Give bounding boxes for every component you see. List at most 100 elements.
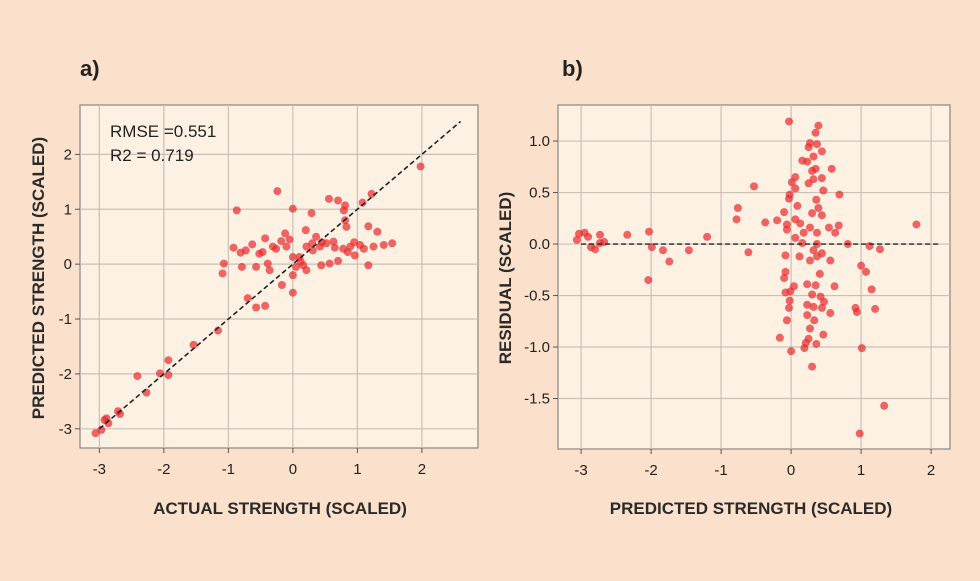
points-a bbox=[91, 162, 425, 438]
data-point bbox=[367, 189, 376, 198]
data-point bbox=[814, 121, 823, 130]
data-point bbox=[813, 228, 821, 237]
data-point bbox=[373, 227, 382, 236]
data-point bbox=[379, 240, 388, 249]
panel-label-a: a) bbox=[80, 56, 100, 81]
data-point bbox=[800, 344, 809, 353]
x-tick-label: -3 bbox=[574, 462, 587, 479]
data-point bbox=[750, 182, 758, 191]
data-point bbox=[258, 248, 267, 257]
data-point bbox=[164, 356, 173, 365]
data-point bbox=[817, 211, 826, 220]
data-point bbox=[871, 304, 880, 313]
data-point bbox=[786, 287, 795, 296]
data-point bbox=[285, 235, 294, 244]
x-tick-label: -3 bbox=[93, 461, 106, 478]
data-point bbox=[623, 230, 632, 239]
data-point bbox=[787, 347, 796, 356]
data-point bbox=[288, 288, 297, 297]
data-point bbox=[248, 240, 257, 249]
panel-b: b) -3 -2 -1 0 1 2 -1.5 -1.0 -0.5 0.0 0.5 1.0 PREDIC… bbox=[496, 56, 951, 518]
data-point bbox=[852, 308, 861, 317]
data-point bbox=[243, 294, 252, 303]
data-point bbox=[232, 206, 241, 215]
ticks-a: -3 -2 -1 0 1 2 -3 -2 -1 0 1 2 bbox=[59, 146, 426, 478]
data-point bbox=[785, 194, 793, 203]
data-point bbox=[369, 242, 378, 251]
data-point bbox=[855, 429, 864, 438]
data-point bbox=[808, 166, 817, 175]
data-point bbox=[189, 340, 198, 349]
data-point bbox=[317, 261, 326, 270]
data-point bbox=[308, 246, 317, 255]
data-point bbox=[164, 371, 173, 380]
data-point bbox=[867, 285, 876, 294]
data-point bbox=[312, 232, 321, 241]
x-tick-label: 2 bbox=[418, 461, 426, 478]
y-tick-label: -1.5 bbox=[524, 391, 550, 408]
data-point bbox=[296, 257, 305, 266]
data-point bbox=[334, 256, 343, 265]
data-point bbox=[782, 225, 791, 234]
grid-a bbox=[80, 105, 478, 448]
data-point bbox=[857, 344, 866, 353]
data-point bbox=[219, 259, 228, 268]
data-point bbox=[781, 267, 790, 276]
data-point bbox=[325, 259, 334, 268]
data-point bbox=[277, 237, 286, 246]
data-point bbox=[261, 301, 270, 310]
data-point bbox=[301, 226, 310, 235]
data-point bbox=[780, 274, 789, 283]
data-point bbox=[91, 429, 100, 438]
data-point bbox=[819, 330, 828, 339]
data-point bbox=[799, 228, 808, 237]
y-tick-label: 0.5 bbox=[529, 185, 550, 202]
data-point bbox=[809, 152, 818, 161]
data-point bbox=[830, 282, 839, 291]
data-point bbox=[252, 262, 261, 271]
data-point bbox=[273, 187, 282, 196]
x-tick-label: -1 bbox=[222, 461, 235, 478]
data-point bbox=[862, 267, 870, 276]
data-point bbox=[787, 178, 796, 187]
x-tick-label: 1 bbox=[857, 462, 865, 479]
data-point bbox=[814, 203, 823, 212]
data-point bbox=[292, 262, 301, 271]
y-tick-label: -0.5 bbox=[524, 288, 550, 305]
data-point bbox=[812, 339, 821, 348]
data-point bbox=[826, 256, 835, 265]
y-tick-label: 1.0 bbox=[529, 133, 550, 150]
data-point bbox=[803, 300, 812, 309]
data-point bbox=[824, 223, 833, 232]
data-point bbox=[806, 324, 814, 333]
data-point bbox=[780, 208, 789, 217]
data-point bbox=[912, 220, 921, 229]
y-axis-label-a: PREDICTED STRENGTH (SCALED) bbox=[29, 137, 48, 419]
data-point bbox=[782, 316, 791, 325]
data-point bbox=[265, 266, 274, 275]
data-point bbox=[817, 303, 826, 312]
data-point bbox=[142, 388, 151, 397]
data-point bbox=[584, 232, 593, 241]
data-point bbox=[733, 203, 742, 212]
data-point bbox=[645, 227, 653, 236]
data-point bbox=[324, 194, 333, 203]
data-point bbox=[659, 246, 667, 255]
data-point bbox=[334, 196, 343, 205]
data-point bbox=[857, 261, 866, 270]
data-point bbox=[359, 244, 368, 253]
data-point bbox=[817, 147, 826, 156]
r2-annotation: R2 = 0.719 bbox=[110, 146, 194, 165]
x-tick-label: -2 bbox=[157, 461, 170, 478]
y-tick-label: -2 bbox=[59, 366, 72, 383]
y-tick-label: 2 bbox=[64, 146, 72, 163]
y-axis-label-b: RESIDUAL (SCALED) bbox=[496, 192, 515, 365]
data-point bbox=[808, 362, 817, 371]
data-point bbox=[329, 237, 338, 246]
data-point bbox=[591, 245, 600, 254]
data-point bbox=[350, 238, 359, 247]
y-tick-label: 0.0 bbox=[529, 236, 550, 253]
data-point bbox=[572, 235, 581, 244]
data-point bbox=[575, 229, 583, 238]
data-point bbox=[281, 229, 290, 238]
